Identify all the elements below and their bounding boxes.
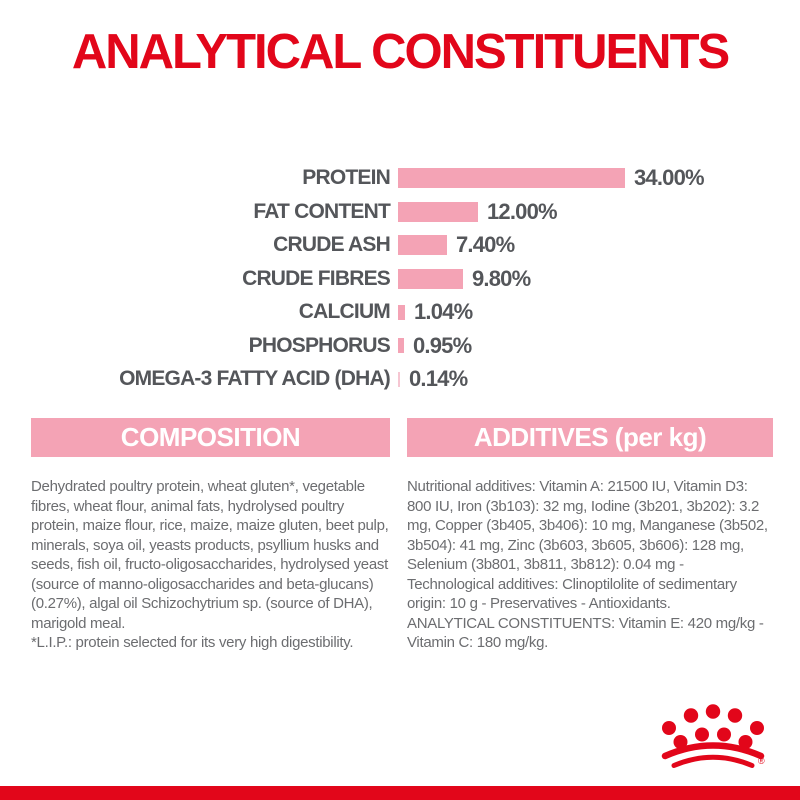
chart-category-label: OMEGA-3 FATTY ACID (DHA) (119, 367, 391, 390)
composition-section: COMPOSITION Dehydrated poultry protein, … (31, 418, 390, 653)
chart-row: PHOSPHORUS 0.95% (0, 332, 800, 358)
chart-bar (398, 371, 400, 387)
royal-canin-crown-logo: ® (661, 704, 765, 768)
chart-value-label: 34.00% (634, 165, 705, 190)
chart-category-label: CALCIUM (298, 300, 391, 323)
chart-category-label: PROTEIN (302, 166, 391, 189)
additives-header: ADDITIVES (per kg) (407, 418, 773, 457)
chart-value-label: 12.00% (487, 198, 558, 224)
chart-category-label: PHOSPHORUS (248, 333, 391, 357)
chart-bar (398, 168, 625, 188)
chart-row: CRUDE ASH 7.40% (0, 232, 800, 257)
chart-row: CALCIUM 1.04% (0, 299, 800, 324)
registered-trademark-icon: ® (758, 756, 765, 766)
chart-row: FAT CONTENT 12.00% (0, 198, 800, 224)
chart-row: CRUDE FIBRES 9.80% (0, 265, 800, 291)
bottom-red-bar (0, 786, 800, 800)
chart-bar (398, 235, 447, 255)
composition-body: Dehydrated poultry protein, wheat gluten… (31, 478, 389, 632)
page-title: ANALYTICAL CONSTITUENTS (71, 25, 730, 79)
chart-value-label: 7.40% (456, 232, 515, 257)
chart-category-label: CRUDE FIBRES (242, 266, 391, 290)
chart-category-label: FAT CONTENT (253, 199, 390, 223)
chart-category-label: CRUDE ASH (273, 233, 391, 256)
composition-text: Dehydrated poultry protein, wheat gluten… (31, 477, 390, 653)
additives-section: ADDITIVES (per kg) Nutritional additives… (407, 418, 773, 653)
composition-footnote: *L.I.P.: protein selected for its very h… (31, 634, 354, 651)
chart-value-label: 0.14% (409, 366, 468, 391)
chart-bar (398, 338, 404, 353)
chart-bar (398, 304, 405, 320)
additives-analytical-constituents: ANALYTICAL CONSTITUENTS: Vitamin E: 420 … (407, 614, 764, 652)
chart-row: OMEGA-3 FATTY ACID (DHA) 0.14% (0, 366, 800, 391)
chart-value-label: 9.80% (472, 265, 531, 291)
additives-body: Nutritional additives: Vitamin A: 21500 … (407, 478, 768, 612)
chart-value-label: 0.95% (413, 332, 472, 358)
chart-bar (398, 201, 478, 222)
composition-header: COMPOSITION (31, 418, 390, 457)
chart-row: PROTEIN 34.00% (0, 165, 800, 190)
additives-text: Nutritional additives: Vitamin A: 21500 … (407, 477, 773, 653)
chart-bar (398, 268, 463, 289)
analytical-constituents-chart: PROTEIN 34.00% FAT CONTENT 12.00% CRUDE ASH 7… (0, 165, 800, 403)
chart-value-label: 1.04% (414, 299, 473, 324)
